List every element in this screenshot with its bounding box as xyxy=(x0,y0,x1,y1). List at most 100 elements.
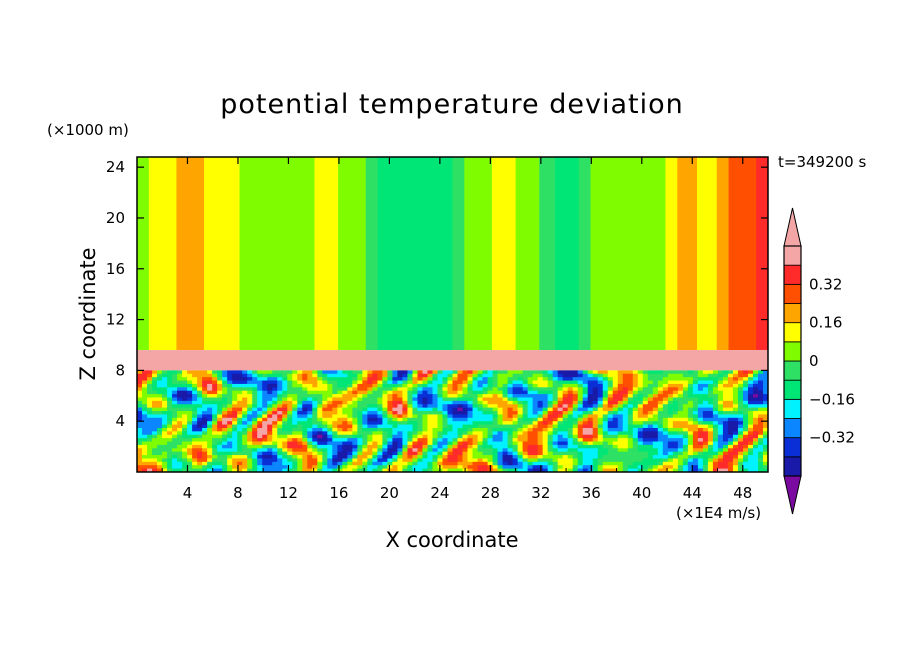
mixed-cell xyxy=(587,400,594,405)
mixed-cell xyxy=(617,451,624,456)
mixed-cell xyxy=(447,438,454,443)
mixed-cell xyxy=(387,451,394,456)
mixed-cell xyxy=(732,421,739,426)
mixed-cell xyxy=(367,394,373,399)
mixed-cell xyxy=(562,414,569,419)
mixed-cell xyxy=(472,407,479,412)
mixed-cell xyxy=(377,387,383,392)
mixed-cell xyxy=(352,468,358,472)
mixed-cell xyxy=(412,370,419,375)
mixed-cell xyxy=(627,461,634,466)
mixed-cell xyxy=(262,448,268,453)
mixed-cell xyxy=(417,411,424,416)
mixed-cell xyxy=(582,394,589,399)
upper-band xyxy=(744,157,749,351)
mixed-cell xyxy=(617,370,624,375)
mixed-cell xyxy=(297,431,303,436)
mixed-cell xyxy=(172,455,178,460)
mixed-cell xyxy=(382,458,388,463)
mixed-cell xyxy=(332,370,338,375)
upper-band xyxy=(602,157,607,351)
mixed-cell xyxy=(592,404,599,409)
mixed-cell xyxy=(222,380,228,385)
mixed-cell xyxy=(387,455,394,460)
mixed-cell xyxy=(592,441,599,446)
mixed-cell xyxy=(537,417,544,422)
mixed-cell xyxy=(282,383,288,388)
mixed-cell xyxy=(182,373,188,378)
mixed-cell xyxy=(532,427,539,432)
mixed-cell xyxy=(707,448,714,453)
mixed-cell xyxy=(732,448,739,453)
mixed-cell xyxy=(302,417,308,422)
mixed-cell xyxy=(287,377,293,382)
mixed-cell xyxy=(747,455,754,460)
mixed-cell xyxy=(137,434,143,439)
mixed-cell xyxy=(362,390,368,395)
mixed-cell xyxy=(667,383,674,388)
mixed-cell xyxy=(337,404,343,409)
mixed-cell xyxy=(702,427,709,432)
mixed-cell xyxy=(757,458,764,463)
mixed-cell xyxy=(282,397,288,402)
mixed-cell xyxy=(427,414,434,419)
mixed-cell xyxy=(582,414,589,419)
mixed-cell xyxy=(142,383,148,388)
mixed-cell xyxy=(622,424,629,429)
mixed-cell xyxy=(537,397,544,402)
mixed-cell xyxy=(397,380,404,385)
mixed-cell xyxy=(532,370,539,375)
mixed-cell xyxy=(647,373,654,378)
mixed-cell xyxy=(482,417,489,422)
mixed-cell xyxy=(292,441,298,446)
mixed-cell xyxy=(637,390,644,395)
mixed-cell xyxy=(157,383,163,388)
mixed-cell xyxy=(217,394,223,399)
mixed-cell xyxy=(192,434,198,439)
mixed-cell xyxy=(442,380,449,385)
mixed-cell xyxy=(232,421,238,426)
mixed-cell xyxy=(382,414,388,419)
mixed-cell xyxy=(732,394,739,399)
mixed-cell xyxy=(672,390,679,395)
mixed-cell xyxy=(422,431,429,436)
mixed-cell xyxy=(212,390,218,395)
mixed-cell xyxy=(337,427,343,432)
mixed-cell xyxy=(297,424,303,429)
mixed-cell xyxy=(192,448,198,453)
mixed-cell xyxy=(682,407,689,412)
mixed-cell xyxy=(537,431,544,436)
mixed-cell xyxy=(607,455,614,460)
mixed-cell xyxy=(692,465,699,470)
mixed-cell xyxy=(277,407,283,412)
upper-band xyxy=(704,157,710,351)
mixed-cell xyxy=(177,448,183,453)
mixed-cell xyxy=(717,394,724,399)
mixed-cell xyxy=(192,427,198,432)
mixed-cell xyxy=(742,424,749,429)
mixed-cell xyxy=(642,404,649,409)
mixed-cell xyxy=(762,390,768,395)
mixed-cell xyxy=(232,431,238,436)
mixed-cell xyxy=(432,417,439,422)
mixed-cell xyxy=(702,417,709,422)
mixed-cell xyxy=(722,370,729,375)
mixed-cell xyxy=(302,377,308,382)
mixed-cell xyxy=(697,380,704,385)
mixed-cell xyxy=(487,411,494,416)
mixed-cell xyxy=(667,400,674,405)
mixed-cell xyxy=(542,438,549,443)
mixed-cell xyxy=(642,455,649,460)
mixed-cell xyxy=(202,400,208,405)
mixed-cell xyxy=(517,451,524,456)
mixed-cell xyxy=(142,370,148,375)
mixed-cell xyxy=(642,444,649,449)
upper-band xyxy=(326,157,331,351)
upper-band xyxy=(606,157,611,351)
mixed-cell xyxy=(712,370,719,375)
mixed-cell xyxy=(662,448,669,453)
upper-band xyxy=(448,157,454,351)
mixed-cell xyxy=(362,397,368,402)
mixed-cell xyxy=(552,444,559,449)
